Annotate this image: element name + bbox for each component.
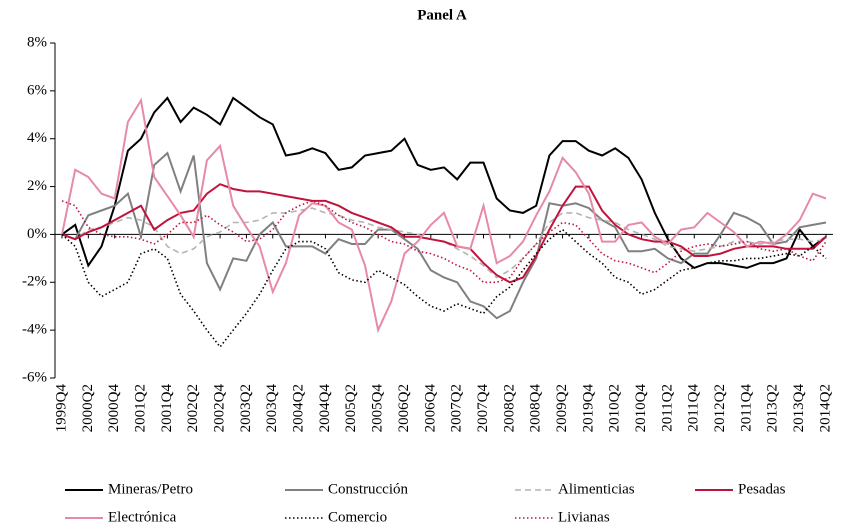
x-tick-label: 2010Q4 (633, 384, 649, 433)
series-line (61, 183, 827, 284)
y-tick-label: 0% (27, 226, 47, 242)
y-tick-label: -6% (22, 369, 47, 385)
x-tick-label: 2019Q4 (580, 384, 596, 433)
y-tick-label: -2% (22, 274, 47, 290)
y-tick-label: 2% (27, 178, 47, 194)
x-tick-label: 2006Q4 (422, 384, 438, 433)
x-tick-label: 2006Q2 (396, 384, 412, 432)
legend-label: Comercio (328, 509, 387, 525)
series-line (61, 97, 827, 334)
series-line (61, 96, 827, 270)
x-tick-label: 2012Q2 (712, 384, 728, 432)
series-line (61, 228, 827, 349)
y-tick-label: 4% (27, 130, 47, 146)
x-tick-label: 2013Q2 (765, 384, 781, 432)
x-tick-label: 2003Q4 (264, 384, 280, 433)
x-tick-label: 2000Q2 (80, 384, 96, 432)
legend-label: Electrónica (108, 509, 177, 525)
x-tick-label: 2008Q2 (501, 384, 517, 432)
x-tick-label: 2000Q4 (106, 384, 122, 433)
x-tick-label: 2014Q2 (817, 384, 833, 432)
series-line (61, 207, 827, 279)
x-tick-label: 2004Q4 (317, 384, 333, 433)
x-tick-label: 2013Q4 (791, 384, 807, 433)
x-tick-label: 2002Q2 (185, 384, 201, 432)
x-tick-label: 2002Q4 (212, 384, 228, 433)
x-tick-label: 2007Q4 (475, 384, 491, 433)
x-tick-label: 2009Q2 (554, 384, 570, 432)
legend-label: Construcción (328, 481, 408, 497)
x-tick-label: 1999Q4 (53, 384, 69, 433)
x-tick-label: 2001Q2 (132, 384, 148, 432)
x-tick-label: 2001Q4 (159, 384, 175, 433)
x-tick-label: 2011Q4 (738, 384, 754, 432)
x-tick-label: 2010Q2 (607, 384, 623, 432)
series-line (61, 151, 827, 320)
x-tick-label: 2005Q2 (343, 384, 359, 432)
legend-label: Livianas (558, 509, 610, 525)
y-tick-label: -4% (22, 322, 47, 338)
y-tick-label: 8% (27, 34, 47, 50)
chart-title: Panel A (417, 7, 467, 23)
y-tick-label: 6% (27, 82, 47, 98)
x-tick-label: 2004Q2 (291, 384, 307, 432)
x-tick-label: 2007Q2 (449, 384, 465, 432)
x-tick-label: 2011Q2 (659, 384, 675, 432)
x-tick-label: 2005Q4 (370, 384, 386, 433)
x-tick-label: 2003Q2 (238, 384, 254, 432)
legend-label: Alimenticias (558, 481, 635, 497)
legend-label: Mineras/Petro (108, 481, 193, 497)
legend-label: Pesadas (738, 481, 786, 497)
x-tick-label: 2011Q4 (686, 384, 702, 432)
x-tick-label: 2008Q4 (528, 384, 544, 433)
